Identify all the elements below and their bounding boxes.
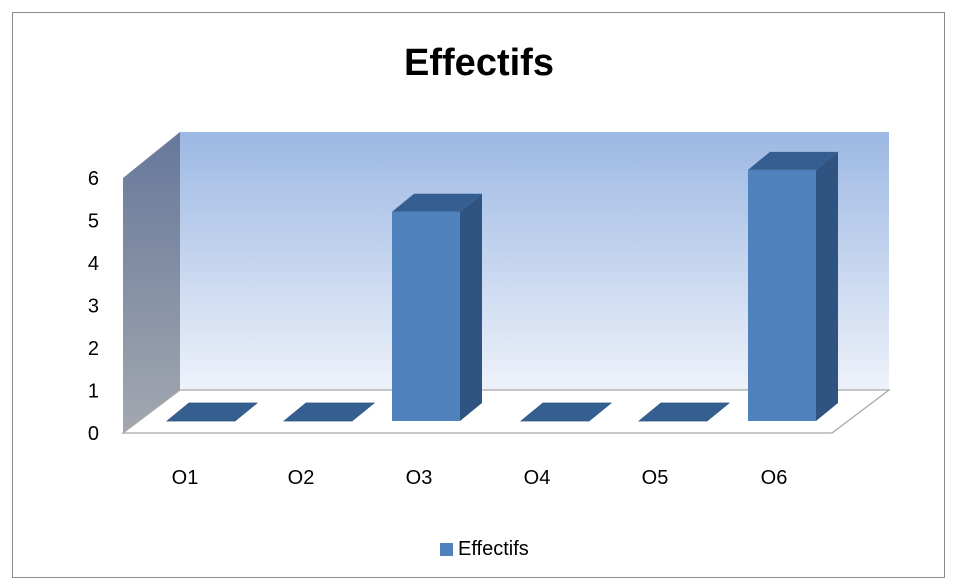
bar	[637, 402, 731, 422]
chart-title: Effectifs	[404, 42, 554, 84]
legend-label: Effectifs	[458, 538, 529, 560]
y-tick-label: 6	[88, 168, 99, 190]
x-tick-label: O5	[642, 467, 669, 489]
side-wall	[123, 132, 180, 433]
bar	[392, 193, 482, 421]
legend: Effectifs	[440, 538, 529, 561]
bar	[282, 402, 376, 422]
y-tick-label: 2	[88, 338, 99, 360]
bar	[748, 151, 838, 421]
bar	[165, 402, 259, 422]
x-tick-label: O6	[761, 467, 788, 489]
legend-swatch	[440, 543, 453, 556]
y-tick-label: 3	[88, 296, 99, 318]
x-tick-label: O1	[172, 467, 199, 489]
y-tick-label: 4	[88, 253, 99, 275]
floor	[121, 389, 891, 434]
y-tick-label: 5	[88, 211, 99, 233]
bar	[519, 402, 613, 422]
x-tick-label: O3	[406, 467, 433, 489]
x-tick-label: O2	[288, 467, 315, 489]
x-tick-label: O4	[524, 467, 551, 489]
y-tick-label: 0	[88, 423, 99, 445]
y-tick-label: 1	[88, 381, 99, 403]
